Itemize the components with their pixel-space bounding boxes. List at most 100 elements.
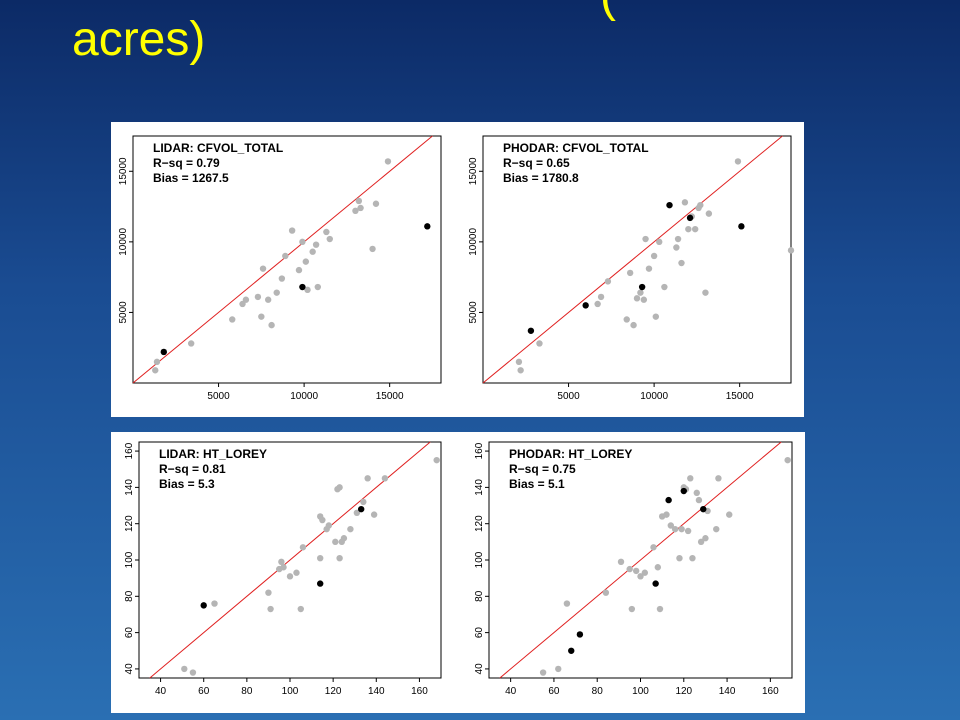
data-point [433, 456, 440, 464]
data-point [784, 456, 791, 464]
data-point [555, 665, 562, 673]
data-point [280, 564, 287, 571]
highlight-point [652, 580, 659, 587]
x-tick-label: 5000 [207, 391, 230, 402]
one-to-one-line [482, 135, 783, 384]
chart-stat: Bias = 1780.8 [503, 171, 579, 185]
x-tick-label: 100 [282, 686, 299, 697]
chart-title: PHODAR: CFVOL_TOTAL [503, 141, 649, 155]
data-point [713, 525, 720, 533]
data-point [652, 313, 660, 320]
data-point [242, 296, 250, 303]
chart-lidar-ht-lorey: 40 60 80 100 120 140 160 40 60 80 100 120 140 160 LIDA… [124, 441, 442, 697]
data-point [302, 258, 310, 265]
x-tick-label: 140 [719, 686, 736, 697]
data-point [689, 554, 696, 562]
highlight-point [700, 505, 707, 513]
chart-panel-group-top: 5000 10000 15000 5000 10000 15000 LIDAR: CFVOL… [111, 122, 804, 417]
x-tick-label: 160 [411, 686, 428, 697]
data-point [189, 669, 197, 676]
x-tick-label: 80 [241, 686, 253, 697]
data-point [181, 665, 188, 673]
data-point [288, 227, 296, 234]
data-point [278, 558, 285, 566]
y-tick-label: 80 [124, 590, 135, 602]
plot-frame [482, 135, 792, 384]
x-tick-label: 60 [548, 686, 560, 697]
chart-stat: R−sq = 0.75 [509, 462, 576, 476]
data-point [626, 565, 633, 573]
data-point [259, 265, 267, 272]
data-point [353, 509, 361, 516]
chart-title: PHODAR: HT_LOREY [509, 447, 632, 461]
data-point [671, 525, 679, 533]
data-point [267, 605, 274, 613]
data-point [517, 367, 524, 374]
highlight-point [527, 327, 535, 334]
data-point [650, 544, 657, 551]
y-tick-label: 80 [474, 590, 485, 602]
data-point [352, 207, 359, 215]
data-point [602, 589, 610, 596]
y-tick-label: 160 [124, 442, 135, 459]
data-point [384, 158, 392, 165]
data-point [650, 252, 658, 260]
data-point [693, 489, 700, 497]
data-point [360, 498, 367, 506]
y-tick-label: 100 [474, 551, 485, 568]
data-point [697, 538, 705, 546]
data-point [787, 247, 795, 254]
data-point [515, 358, 523, 366]
data-point [702, 535, 709, 542]
data-point [641, 569, 649, 576]
x-tick-label: 80 [592, 686, 604, 697]
data-point [691, 225, 699, 233]
data-point [332, 538, 339, 546]
data-point [286, 573, 294, 580]
chart-stat: R−sq = 0.79 [153, 156, 220, 170]
y-tick-label: 40 [124, 663, 135, 675]
chart-lidar-cfvol: 5000 10000 15000 5000 10000 15000 LIDAR: CFVOL… [118, 135, 442, 402]
data-point [637, 573, 644, 580]
data-point [642, 235, 649, 243]
data-point [674, 235, 682, 243]
data-point [604, 278, 612, 285]
x-tick-label: 15000 [376, 391, 404, 402]
data-point [229, 316, 236, 323]
x-tick-label: 40 [505, 686, 517, 697]
data-point [309, 248, 316, 255]
data-point [319, 516, 326, 524]
data-point [372, 200, 380, 207]
data-point [656, 605, 664, 613]
plot-frame [132, 135, 442, 384]
x-tick-label: 10000 [640, 391, 668, 402]
chart-stat: R−sq = 0.65 [503, 156, 570, 170]
highlight-point [317, 580, 324, 587]
data-point [357, 204, 364, 212]
highlight-point [424, 223, 431, 230]
data-point [336, 554, 343, 562]
data-point [685, 225, 692, 233]
chart-phodar-cfvol: 5000 10000 15000 5000 10000 15000 PHODAR: CFVO… [468, 135, 795, 402]
data-point [317, 554, 324, 562]
data-point [697, 201, 704, 209]
y-tick-label: 10000 [468, 228, 479, 256]
data-point [211, 600, 218, 607]
data-point [355, 197, 363, 205]
data-point [734, 158, 742, 165]
x-tick-label: 10000 [290, 391, 318, 402]
data-point [254, 293, 262, 301]
data-point [654, 564, 662, 571]
data-point [594, 300, 601, 308]
data-point [258, 313, 265, 320]
data-point [187, 340, 195, 347]
y-tick-label: 5000 [118, 301, 129, 324]
chart-stat: Bias = 5.3 [159, 477, 215, 491]
x-tick-label: 140 [368, 686, 385, 697]
y-tick-label: 120 [124, 515, 135, 532]
data-point [153, 358, 161, 366]
y-tick-label: 5000 [468, 301, 479, 324]
data-point [667, 522, 674, 529]
data-point [336, 484, 343, 491]
y-tick-label: 60 [124, 627, 135, 639]
